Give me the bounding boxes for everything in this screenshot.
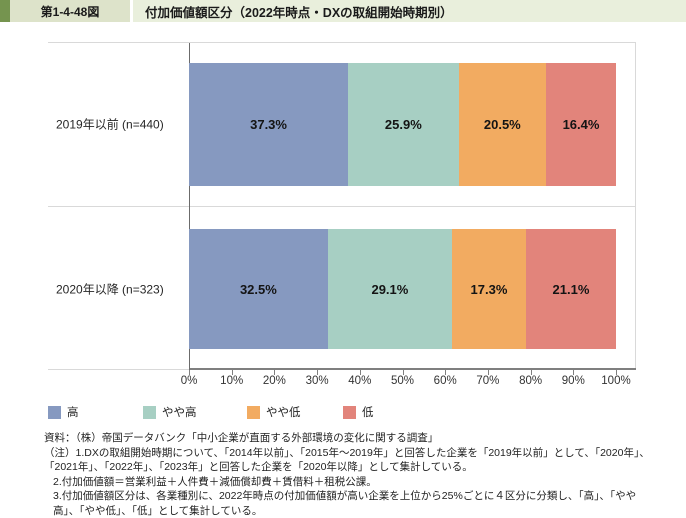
x-tick-label: 90%	[561, 375, 585, 387]
x-tick-mark	[445, 370, 447, 375]
segment-value-label: 32.5%	[239, 281, 277, 297]
legend-swatch	[48, 405, 61, 419]
segment-value-label: 37.3%	[250, 117, 287, 132]
chart-plot-area: 2019年以前 (n=440) 37.3% 25.9% 20.5% 16.4% 2020年…	[48, 42, 636, 375]
x-tick-label: 100%	[601, 375, 631, 387]
header-accent-bar	[0, 0, 10, 22]
x-tick-label: 0%	[180, 375, 198, 387]
x-tick-mark	[616, 370, 617, 375]
bar-segment-低: 21.1%	[525, 229, 616, 349]
legend-item-低: 低	[343, 404, 374, 420]
legend-label: 低	[362, 407, 374, 419]
bar-segment-やや低: 17.3%	[452, 229, 526, 349]
footnote-source: 資料：（株）帝国データバンク「中小企業が直面する外部環境の変化に関する調査」	[44, 432, 439, 444]
x-axis-line	[189, 368, 636, 370]
footnotes: 資料：（株）帝国データバンク「中小企業が直面する外部環境の変化に関する調査」 （注…	[44, 431, 656, 518]
category-label: 2019年以前 (n=440)	[56, 117, 164, 132]
y-axis-line	[189, 43, 190, 371]
x-tick-mark	[487, 370, 489, 375]
legend-swatch	[143, 405, 156, 419]
bar-row: 32.5% 29.1% 17.3% 21.1%	[189, 229, 616, 349]
legend-swatch	[247, 405, 260, 419]
x-tick-label: 20%	[262, 375, 286, 387]
footnote-note: 3.付加価値額区分は、各業種別に、2022年時点の付加価値額が高い企業を上位から…	[53, 490, 637, 517]
x-tick-mark	[402, 370, 404, 375]
footnote-note: 2.付加価値額＝営業利益＋人件費＋減価償却費＋賃借料＋租税公課。	[53, 475, 377, 488]
x-axis-baseline-left	[48, 369, 189, 370]
x-tick-label: 70%	[476, 375, 500, 387]
bar-row: 37.3% 25.9% 20.5% 16.4%	[189, 63, 616, 186]
bar-segment-高: 37.3%	[189, 63, 349, 186]
bar-segment-高: 32.5%	[189, 229, 328, 349]
segment-value-label: 16.4%	[562, 117, 600, 132]
x-tick-label: 40%	[348, 375, 372, 387]
category-label: 2020年以降 (n=323)	[56, 282, 164, 297]
bar-segment-やや低: 20.5%	[458, 63, 547, 186]
x-tick-mark	[231, 370, 233, 375]
figure-number-label: 第1-4-48図	[10, 0, 130, 22]
legend-swatch	[343, 405, 356, 419]
x-tick-mark	[274, 370, 276, 375]
legend-label: やや低	[266, 407, 301, 419]
figure-header: 第1-4-48図 付加価値額区分（2022年時点・DXの取組開始時期別）	[0, 0, 686, 22]
bar-segment-やや高: 29.1%	[327, 229, 453, 349]
segment-value-label: 25.9%	[384, 117, 422, 132]
segment-value-label: 29.1%	[371, 281, 409, 297]
legend-label: やや高	[162, 407, 197, 419]
legend-item-やや低: やや低	[247, 404, 301, 420]
x-tick-label: 80%	[519, 375, 543, 387]
x-tick-label: 30%	[305, 375, 329, 387]
segment-value-label: 20.5%	[483, 117, 521, 132]
bar-segment-やや高: 25.9%	[348, 63, 459, 186]
x-tick-mark	[317, 370, 319, 375]
figure-title: 付加価値額区分（2022年時点・DXの取組開始時期別）	[133, 0, 686, 22]
x-tick-mark	[573, 370, 575, 375]
footnote-note: （注）1.DXの取組開始時期について、「2014年以前」、「2015年～2019…	[44, 446, 650, 474]
legend-item-高: 高	[48, 404, 79, 420]
x-tick-label: 60%	[433, 375, 457, 387]
segment-value-label: 17.3%	[470, 281, 508, 297]
x-tick-label: 10%	[220, 375, 244, 387]
row-separator-line	[48, 206, 636, 207]
legend-item-やや高: やや高	[143, 404, 197, 420]
x-tick-mark	[530, 370, 532, 375]
bar-segment-低: 16.4%	[546, 63, 616, 186]
segment-value-label: 21.1%	[552, 281, 590, 297]
x-tick-mark	[359, 370, 361, 375]
legend-label: 高	[67, 407, 79, 419]
x-tick-label: 50%	[390, 375, 415, 387]
x-tick-mark	[189, 370, 190, 375]
